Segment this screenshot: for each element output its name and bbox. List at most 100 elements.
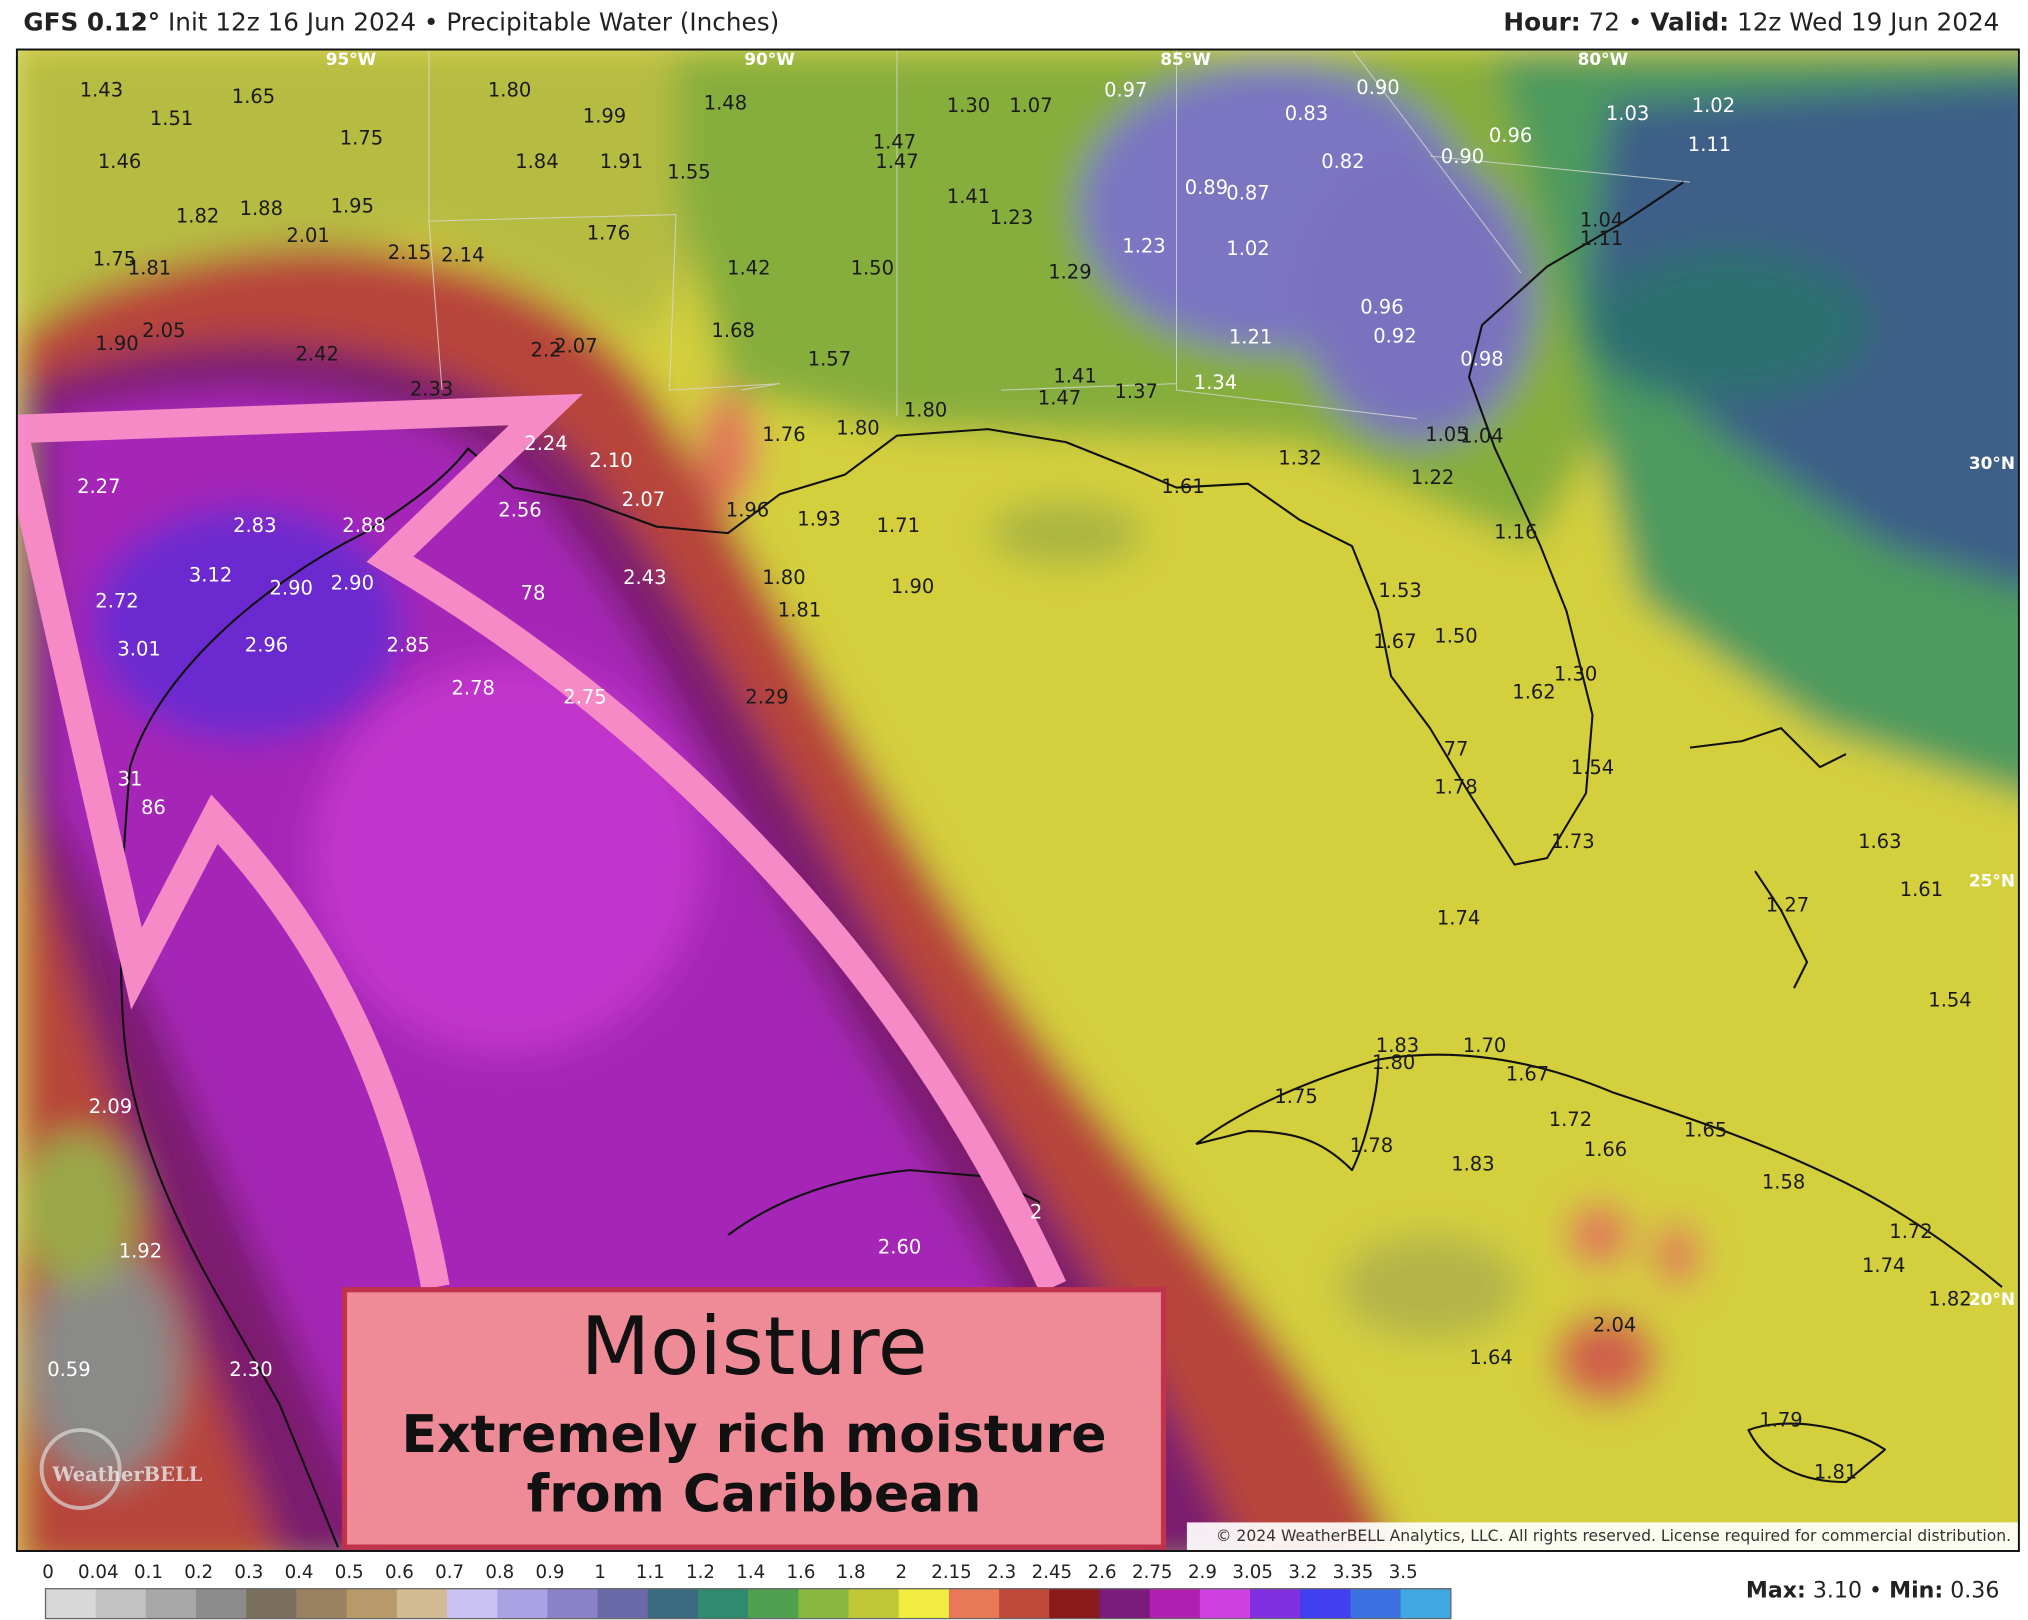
latitude-label: 25°N bbox=[1969, 871, 2015, 891]
value-label: 1.71 bbox=[877, 514, 920, 537]
value-label: 1.32 bbox=[1278, 447, 1321, 470]
field-region bbox=[699, 390, 757, 508]
value-label: 1.72 bbox=[1889, 1220, 1932, 1243]
colorbar-tick-label: 0.04 bbox=[78, 1562, 119, 1583]
colorbar-swatch bbox=[597, 1588, 649, 1619]
value-label: 2.56 bbox=[498, 499, 541, 522]
colorbar-swatch bbox=[999, 1588, 1050, 1619]
colorbar-tick-label: 3.05 bbox=[1232, 1562, 1273, 1583]
value-label: 1.22 bbox=[1411, 466, 1454, 489]
value-label: 0.82 bbox=[1321, 150, 1364, 173]
value-label: 77 bbox=[1444, 738, 1469, 761]
value-label: 1.73 bbox=[1551, 830, 1594, 853]
colorbar-swatch bbox=[748, 1588, 799, 1619]
value-label: 1.82 bbox=[1928, 1288, 1971, 1311]
graticule-labels: 95°W 90°W 85°W 80°W 30°N 25°N 20°N bbox=[326, 50, 2015, 1310]
value-label: 1.92 bbox=[119, 1240, 162, 1263]
colorbar-tick-label: 1.1 bbox=[636, 1562, 665, 1583]
colorbar-swatch bbox=[1199, 1588, 1251, 1619]
map: 1.43 1.65 1.51 1.80 1.99 1.48 1.75 1.46 1.84 1.91… bbox=[16, 49, 2019, 1551]
value-label: 1.81 bbox=[128, 257, 171, 280]
colorbar-tick-label: 3.5 bbox=[1389, 1562, 1418, 1583]
value-label: 2.78 bbox=[451, 677, 494, 700]
colorbar-tick-label: 2.75 bbox=[1132, 1562, 1173, 1583]
value-label: 2.30 bbox=[229, 1358, 272, 1381]
value-label: 1.62 bbox=[1512, 680, 1555, 703]
value-label: 1.47 bbox=[1038, 387, 1081, 410]
value-label: 2.09 bbox=[89, 1095, 132, 1118]
field-region bbox=[1339, 1235, 1521, 1340]
value-label: 1.29 bbox=[1048, 261, 1091, 284]
model: GFS 0.12° bbox=[23, 7, 160, 36]
value-label: 1.54 bbox=[1571, 756, 1614, 779]
value-label: 1.64 bbox=[1469, 1346, 1512, 1369]
value-label: 0.83 bbox=[1285, 102, 1328, 125]
value-label: 2.75 bbox=[563, 686, 606, 709]
valid-label: Valid: bbox=[1650, 7, 1729, 36]
value-label: 0.96 bbox=[1360, 296, 1403, 319]
value-label: 1.57 bbox=[808, 348, 851, 371]
colorbar-tick-label: 1.4 bbox=[736, 1562, 765, 1583]
value-label: 2.33 bbox=[410, 378, 453, 401]
latitude-label: 30°N bbox=[1969, 453, 2015, 473]
value-label: 0.96 bbox=[1489, 124, 1532, 147]
header-left: GFS 0.12° Init 12z 16 Jun 2024 • Precipi… bbox=[23, 7, 779, 36]
value-label: 1.74 bbox=[1862, 1254, 1905, 1277]
colorbar-swatch bbox=[447, 1588, 498, 1619]
value-label: 86 bbox=[141, 796, 166, 819]
value-label: 1.55 bbox=[667, 161, 710, 184]
value-label: 1.95 bbox=[331, 194, 374, 217]
value-label: 2.90 bbox=[331, 571, 374, 594]
value-label: 2.2 bbox=[530, 339, 561, 362]
value-label: 1.65 bbox=[232, 85, 275, 108]
value-label: 1.21 bbox=[1229, 326, 1272, 349]
value-label: 1.41 bbox=[1053, 365, 1096, 388]
value-label: 1.75 bbox=[1274, 1085, 1317, 1108]
value-label: 2.85 bbox=[386, 634, 429, 657]
value-label: 1.83 bbox=[1376, 1034, 1419, 1057]
colorbar-tick-label: 0.7 bbox=[435, 1562, 464, 1583]
annotation-title: Moisture bbox=[581, 1300, 928, 1394]
value-label: 2.24 bbox=[524, 432, 567, 455]
colorbar-swatch bbox=[346, 1588, 398, 1619]
value-label: 1.54 bbox=[1928, 989, 1971, 1012]
value-label: 2 bbox=[1030, 1201, 1042, 1224]
colorbar-frame bbox=[44, 1588, 1452, 1620]
separator: • bbox=[424, 7, 439, 36]
value-label: 1.05 bbox=[1425, 423, 1468, 446]
latitude-label: 20°N bbox=[1969, 1289, 2015, 1309]
colorbar-tick-label: 0.5 bbox=[335, 1562, 364, 1583]
colorbar-tick-label: 2 bbox=[896, 1562, 908, 1583]
value-label: 1.91 bbox=[600, 150, 643, 173]
value-label: 0.98 bbox=[1460, 348, 1503, 371]
value-label: 1.51 bbox=[150, 107, 193, 130]
colorbar-swatch bbox=[898, 1588, 950, 1619]
colorbar-swatch bbox=[1099, 1588, 1151, 1619]
max: 3.10 bbox=[1813, 1577, 1862, 1603]
value-label: 1.84 bbox=[515, 150, 558, 173]
value-label: 1.68 bbox=[711, 319, 754, 342]
field-region bbox=[1300, 156, 1534, 443]
value-label: 1.61 bbox=[1900, 878, 1943, 901]
logo: WeatherBELL bbox=[39, 1428, 203, 1511]
value-label: 1.75 bbox=[340, 127, 383, 150]
colorbar-tick-label: 2.6 bbox=[1088, 1562, 1117, 1583]
colorbar-swatch bbox=[396, 1588, 448, 1619]
field-region bbox=[988, 500, 1144, 566]
colorbar-tick-label: 1 bbox=[594, 1562, 606, 1583]
value-label: 2.88 bbox=[342, 514, 385, 537]
colorbar-tick-label: 0.2 bbox=[184, 1562, 213, 1583]
value-label: 1.75 bbox=[93, 248, 136, 271]
value-label: 2.10 bbox=[589, 449, 632, 472]
max-label: Max: bbox=[1746, 1577, 1806, 1603]
value-label: 1.03 bbox=[1606, 102, 1649, 125]
min: 0.36 bbox=[1950, 1577, 1999, 1603]
colorbar-swatch bbox=[497, 1588, 549, 1619]
colorbar-tick-label: 0.4 bbox=[285, 1562, 314, 1583]
value-label: 0.90 bbox=[1356, 76, 1399, 99]
init: Init 12z 16 Jun 2024 bbox=[168, 7, 416, 36]
colorbar-tick-label: 1.6 bbox=[786, 1562, 815, 1583]
value-label: 1.27 bbox=[1766, 894, 1809, 917]
value-label: 1.65 bbox=[1684, 1119, 1727, 1142]
hour-label: Hour: bbox=[1503, 7, 1580, 36]
